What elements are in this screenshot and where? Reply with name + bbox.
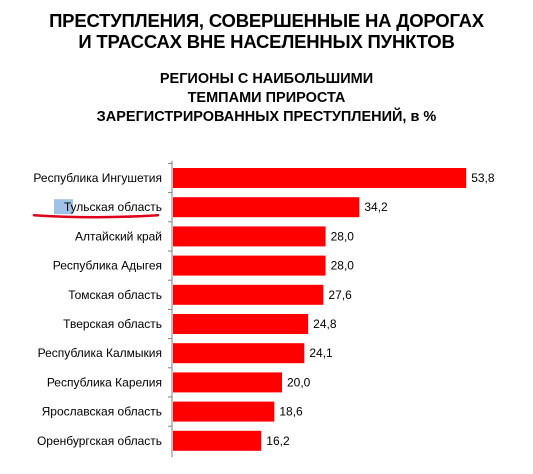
bar	[173, 401, 275, 422]
chart-title-line-2: И ТРАССАХ ВНЕ НАСЕЛЕННЫХ ПУНКТОВ	[78, 31, 455, 52]
category-label: Республика Калмыкия	[38, 346, 162, 360]
category-label: Ярославская область	[42, 405, 162, 419]
bar	[173, 314, 309, 334]
chart-subtitle-line-1: РЕГИОНЫ С НАИБОЛЬШИМИ	[159, 71, 374, 87]
category-label: Томская область	[68, 288, 162, 302]
bar	[173, 430, 262, 451]
data-label: 20,0	[287, 375, 311, 389]
chart-subtitle-line-2: ТЕМПАМИ ПРИРОСТА	[187, 90, 346, 106]
category-label: Тульская область	[64, 200, 162, 214]
bar-chart: Республика Ингушетия 53,8 Тульская область…	[32, 161, 495, 458]
data-label: 34,2	[364, 200, 388, 214]
label-underline	[32, 213, 160, 219]
bar	[173, 168, 467, 188]
data-label: 24,8	[313, 317, 337, 331]
data-label: 27,6	[328, 288, 352, 302]
data-label: 28,0	[331, 229, 355, 243]
label-highlight	[54, 199, 73, 215]
data-label: 28,0	[331, 259, 355, 273]
chart-title-line-1: ПРЕСТУПЛЕНИЯ, СОВЕРШЕННЫЕ НА ДОРОГАХ	[49, 10, 484, 31]
category-label: Республика Карелия	[47, 375, 162, 389]
category-label: Республика Ингушетия	[33, 171, 162, 185]
chart-subtitle-line-3: ЗАРЕГИСТРИРОВАННЫХ ПРЕСТУПЛЕНИЙ, в %	[96, 109, 437, 125]
chart-title: ПРЕСТУПЛЕНИЯ, СОВЕРШЕННЫЕ НА ДОРОГАХ И Т…	[0, 10, 533, 52]
bar	[173, 226, 326, 247]
data-label: 24,1	[309, 346, 333, 360]
category-label: Алтайский край	[75, 229, 162, 243]
category-label: Республика Адыгея	[53, 259, 162, 273]
data-label: 18,6	[279, 405, 303, 419]
category-label: Оренбургская область	[37, 434, 162, 448]
bar	[173, 372, 282, 393]
bar	[173, 255, 326, 276]
bar	[173, 284, 324, 305]
chart-subtitle: РЕГИОНЫ С НАИБОЛЬШИМИ ТЕМПАМИ ПРИРОСТА З…	[0, 70, 533, 127]
bar	[173, 197, 360, 218]
data-label: 16,2	[266, 434, 290, 448]
data-label: 53,8	[471, 171, 495, 185]
bar	[173, 343, 305, 364]
category-label: Тверская область	[63, 317, 162, 331]
